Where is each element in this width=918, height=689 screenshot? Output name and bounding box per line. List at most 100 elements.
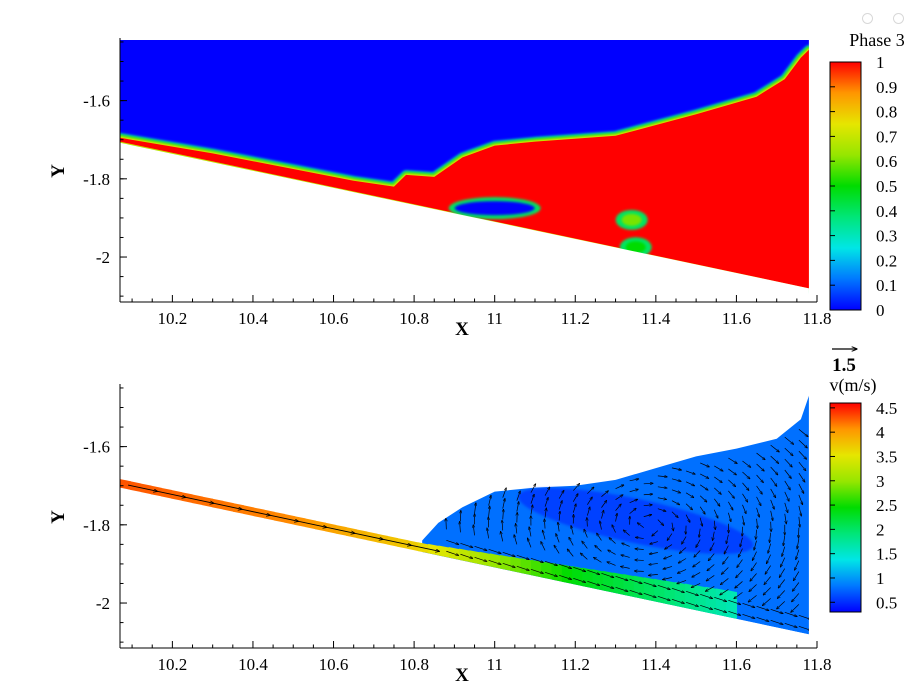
velocity-vector <box>567 549 574 557</box>
velocity-vector <box>778 579 786 589</box>
velocity-vector <box>798 505 801 516</box>
velocity-vector <box>635 537 644 538</box>
velocity-vector <box>527 538 532 548</box>
velocity-vector <box>796 549 800 560</box>
phase-legend-label: 0.3 <box>876 227 897 246</box>
velocity-vector <box>714 465 723 471</box>
velocity-vector <box>572 494 578 502</box>
velocity-vector <box>748 595 757 602</box>
velocity-vector <box>764 576 771 585</box>
velocity-vector <box>723 556 729 565</box>
bottom-y-tick-label: -1.8 <box>83 516 110 535</box>
velocity-vector <box>756 485 763 494</box>
velocity-vector <box>580 553 588 560</box>
velocity-vector <box>573 577 585 582</box>
channel-bed <box>120 142 809 302</box>
top-x-axis-label: X <box>455 319 469 340</box>
velocity-vector <box>663 566 673 569</box>
bottom-x-tick-label: 11.8 <box>802 655 831 674</box>
velocity-vector <box>657 476 667 477</box>
velocity-vector <box>757 518 758 529</box>
velocity-vector <box>679 547 687 554</box>
velocity-vector <box>516 523 517 534</box>
velocity-vector <box>637 523 644 528</box>
velocity-vector <box>616 513 618 522</box>
velocity-vector <box>677 569 687 573</box>
window-settings-icon[interactable] <box>893 13 904 24</box>
velocity-vector <box>756 529 757 540</box>
velocity-legend-label: 4.5 <box>876 399 897 418</box>
jet-band-cell <box>695 585 707 613</box>
velocity-vector <box>682 536 687 544</box>
velocity-vector <box>685 503 692 510</box>
velocity-vector <box>705 586 715 591</box>
velocity-vector <box>784 469 792 479</box>
velocity-vector <box>770 609 783 613</box>
jet-band-cell <box>674 581 686 608</box>
velocity-legend-label: 3.5 <box>876 447 897 466</box>
velocity-vector <box>544 497 548 507</box>
velocity-vector <box>475 503 476 514</box>
phase-legend-label: 0.1 <box>876 276 897 295</box>
velocity-vector <box>573 566 585 571</box>
top-x-tick-label: 11.4 <box>641 309 671 328</box>
velocity-vector <box>728 490 734 498</box>
velocity-vector <box>784 480 791 490</box>
velocity-vector <box>240 508 270 515</box>
phase-legend-label: 0.8 <box>876 103 897 122</box>
velocity-vector <box>737 559 743 568</box>
jet-band-cell <box>582 567 594 589</box>
velocity-vector <box>615 586 628 591</box>
velocity-vector <box>156 490 185 497</box>
velocity-vector <box>784 622 797 627</box>
velocity-vector <box>629 508 636 514</box>
velocity-vector <box>696 539 701 548</box>
bottom-y-tick-label: -2 <box>96 594 110 613</box>
velocity-vector <box>612 525 616 533</box>
velocity-legend-label: 4 <box>876 423 885 442</box>
phase-field <box>120 40 817 302</box>
jet-band-cell <box>530 559 542 578</box>
velocity-vector <box>601 573 613 577</box>
velocity-vector <box>502 498 505 509</box>
velocity-vector <box>488 559 501 564</box>
velocity-vector <box>643 505 653 506</box>
jet-band-cell <box>572 566 583 587</box>
velocity-vector <box>699 473 709 479</box>
velocity-vector <box>671 467 682 470</box>
velocity-vector <box>765 565 771 575</box>
velocity-vector <box>501 531 504 542</box>
jet-band-cell <box>715 588 727 617</box>
velocity-vector <box>706 575 715 581</box>
bottom-x-tick-label: 10.6 <box>319 655 349 674</box>
velocity-vector <box>542 530 546 540</box>
velocity-vector <box>489 506 490 517</box>
velocity-vector <box>770 488 776 498</box>
bottom-x-axis-label: X <box>455 665 469 686</box>
velocity-vector <box>623 530 630 536</box>
velocity-vector <box>798 472 805 482</box>
velocity-vector <box>677 580 687 583</box>
velocity-vector <box>569 537 574 546</box>
velocity-vector <box>728 468 736 475</box>
jet-band-cell <box>448 547 460 560</box>
velocity-vector <box>571 526 574 535</box>
jet-band-cell <box>685 583 696 611</box>
phase-legend-label: 1 <box>876 53 885 72</box>
velocity-vector <box>693 561 701 567</box>
phase-legend-label: 0.4 <box>876 202 898 221</box>
velocity-vector <box>601 500 606 508</box>
velocity-vector <box>798 428 808 436</box>
velocity-vector <box>460 542 472 547</box>
velocity-vector <box>545 508 546 518</box>
velocity-vector <box>713 509 718 518</box>
velocity-vector <box>584 529 588 538</box>
velocity-vector <box>784 502 788 513</box>
window-control-icon[interactable] <box>862 13 873 24</box>
velocity-vector <box>582 541 588 549</box>
phase-legend-label: 0.5 <box>876 177 897 196</box>
phase-color-bar <box>829 61 862 311</box>
bottom-y-tick-label: -1.6 <box>83 438 110 457</box>
bottom-x-tick-label: 11 <box>487 655 503 674</box>
phase-legend-label: 0.9 <box>876 78 897 97</box>
